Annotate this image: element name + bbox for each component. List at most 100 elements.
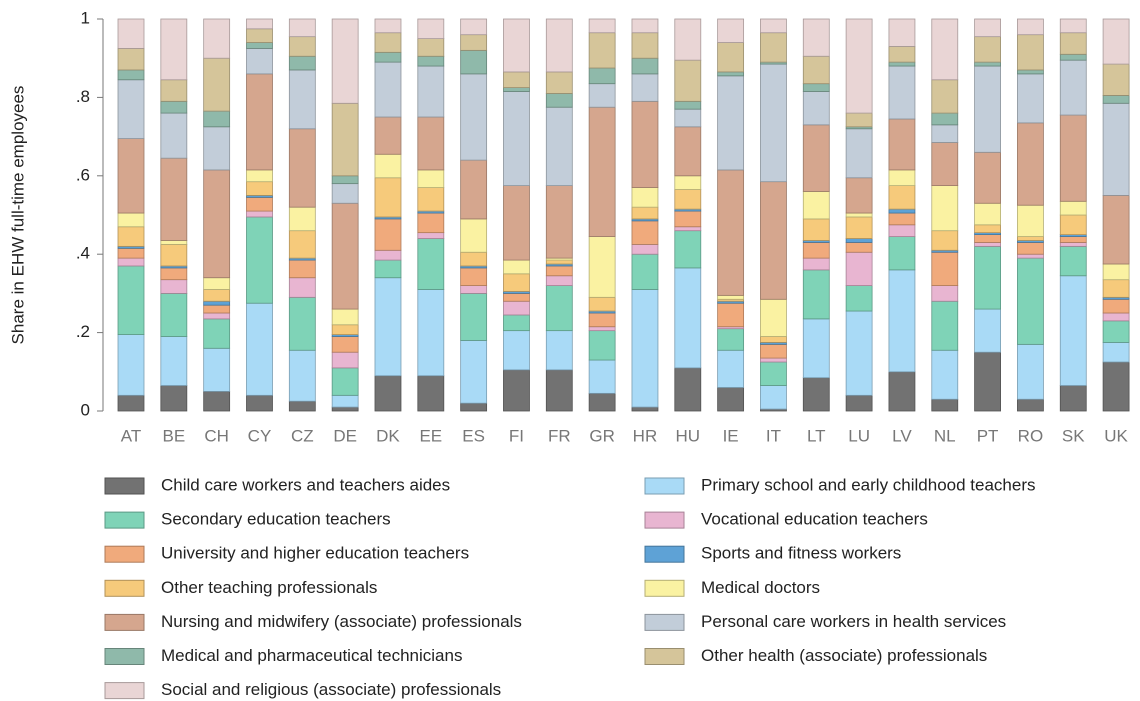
bar-segment	[1102, 102, 1130, 196]
bar-segment	[460, 267, 488, 286]
bar-segment	[674, 230, 702, 269]
bar-segment	[802, 218, 830, 241]
bar-segment	[974, 224, 1001, 234]
bar-segment	[1102, 320, 1130, 343]
bar-segment	[460, 285, 488, 294]
bar-segment	[460, 18, 488, 36]
bar-segment	[1017, 253, 1044, 259]
bar-segment	[631, 18, 659, 34]
bar-segment	[931, 142, 959, 186]
bar-segment	[417, 289, 445, 377]
bar-segment	[203, 18, 231, 59]
bar-segment	[674, 210, 702, 228]
bar-segment	[974, 65, 1001, 153]
bar-segment	[374, 375, 402, 412]
bar-segment	[845, 310, 873, 396]
bar-segment	[288, 128, 316, 208]
legend-label: University and higher education teachers	[161, 544, 469, 563]
bar-segment	[802, 83, 830, 92]
x-tick-label: AT	[121, 426, 141, 445]
bar-segment	[374, 18, 402, 34]
bar-segment	[802, 191, 830, 220]
bar-segment	[117, 212, 145, 228]
bar-segment	[288, 18, 316, 38]
bar-segment	[246, 196, 273, 212]
legend-swatch	[104, 511, 145, 529]
bar-segment	[888, 208, 916, 214]
bar-segment	[460, 218, 488, 253]
bar-segment	[760, 343, 787, 359]
legend-swatch	[644, 648, 685, 665]
bar-segment	[331, 183, 359, 204]
bar-segment	[331, 406, 359, 412]
bar-segment	[417, 65, 445, 118]
bar-segment	[417, 375, 445, 412]
bar-segment	[931, 112, 959, 126]
bar-segment	[374, 249, 402, 261]
x-tick-label: FR	[548, 426, 571, 445]
bar-segment	[1102, 194, 1130, 265]
legend-swatch	[104, 579, 145, 597]
bar-segment	[503, 185, 530, 261]
bar-segment	[974, 202, 1001, 226]
bar-segment	[802, 91, 830, 126]
bar-segment	[160, 157, 188, 241]
bar-segment	[117, 247, 145, 259]
bar-segment	[1102, 341, 1130, 363]
bar-segment	[1017, 257, 1044, 345]
bar-segment	[331, 102, 359, 177]
y-tick-label: .2	[76, 322, 90, 341]
bar-segment	[1059, 32, 1087, 55]
bar-segment	[246, 394, 273, 412]
x-tick-label: LT	[807, 426, 826, 445]
bar-segment	[160, 79, 188, 102]
bar-segment	[503, 300, 530, 316]
bar-segment	[674, 367, 702, 412]
bar-segment	[160, 292, 188, 337]
x-tick-label: ES	[462, 426, 485, 445]
bar-segment	[760, 32, 787, 63]
legend-swatch	[104, 477, 145, 495]
y-tick-label: .4	[76, 244, 90, 263]
legend-label: Primary school and early childhood teach…	[701, 475, 1036, 494]
bar-segment	[203, 169, 231, 279]
bar-segment	[802, 18, 830, 57]
x-tick-label: CZ	[291, 426, 314, 445]
bar-segment	[931, 285, 959, 302]
bar-segment	[331, 175, 359, 185]
bar-segment	[717, 302, 745, 328]
bar-segment	[845, 18, 873, 114]
y-tick-label: 1	[81, 8, 90, 27]
bar-segment	[288, 277, 316, 298]
bar-segment	[503, 273, 530, 292]
bar-segment	[631, 187, 659, 208]
bar-segment	[845, 394, 873, 412]
x-tick-label: IT	[766, 426, 781, 445]
bar-segment	[1017, 69, 1044, 75]
bar-segment	[331, 367, 359, 396]
bar-segment	[931, 18, 959, 81]
bar-segment	[1059, 59, 1087, 116]
bar-segment	[246, 169, 273, 183]
bar-segment	[588, 326, 616, 332]
bar-segment	[246, 216, 273, 304]
legend-label: Nursing and midwifery (associate) profes…	[161, 612, 522, 631]
bar-segment	[331, 18, 359, 104]
bar-segment	[674, 59, 702, 102]
bar-segment	[203, 347, 231, 392]
bar-segment	[203, 318, 231, 349]
bar-segment	[545, 259, 573, 265]
bar-segment	[203, 289, 231, 302]
bar-segment	[888, 46, 916, 63]
bar-segment	[1102, 18, 1130, 65]
bar-segment	[760, 181, 787, 300]
bar-segment	[545, 71, 573, 94]
bar-segment	[160, 267, 188, 281]
legend-swatch	[104, 648, 145, 665]
bar-segment	[545, 330, 573, 371]
bar-segment	[974, 234, 1001, 243]
bar-segment	[845, 285, 873, 312]
bar-segment	[117, 48, 145, 71]
bar-segment	[331, 324, 359, 335]
legend-swatch	[104, 545, 145, 563]
